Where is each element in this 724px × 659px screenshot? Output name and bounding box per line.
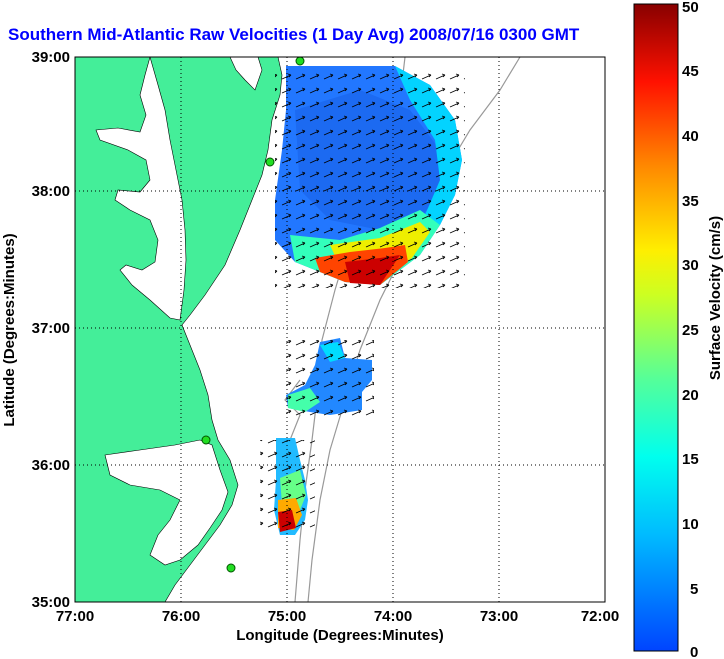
x-tick-label: 72:00 xyxy=(581,608,619,625)
colorbar xyxy=(633,3,679,652)
colorbar-tick-label: 25 xyxy=(682,322,699,339)
colorbar-tick-label: 40 xyxy=(682,128,699,145)
colorbar-tick-labels: 50 45 40 35 30 25 20 15 10 5 0 xyxy=(682,0,699,659)
y-tick-labels: 39:00 38:00 37:00 36:00 35:00 xyxy=(32,49,70,611)
colorbar-tick-label: 45 xyxy=(682,63,699,80)
colorbar-label: Surface Velocity (cm/s) xyxy=(707,216,724,380)
grid-lines xyxy=(75,57,605,602)
colorbar-tick-label: 15 xyxy=(682,451,699,468)
y-tick-label: 38:00 xyxy=(32,183,70,200)
x-axis-label: Longitude (Degrees:Minutes) xyxy=(236,627,444,644)
y-tick-label: 36:00 xyxy=(32,457,70,474)
x-tick-label: 76:00 xyxy=(162,608,200,625)
x-tick-label: 74:00 xyxy=(374,608,412,625)
x-tick-label: 73:00 xyxy=(480,608,518,625)
chart-title: Southern Mid-Atlantic Raw Velocities (1 … xyxy=(8,25,580,44)
y-tick-label: 37:00 xyxy=(32,320,70,337)
colorbar-tick-label: 30 xyxy=(682,257,699,274)
y-axis-label: Latitude (Degrees:Minutes) xyxy=(1,233,18,426)
velocity-field-middle xyxy=(286,338,374,416)
x-tick-labels: 77:00 76:00 75:00 74:00 73:00 72:00 xyxy=(56,608,619,625)
colorbar-tick-label: 35 xyxy=(682,193,699,210)
radar-stations xyxy=(201,57,305,573)
plot-frame xyxy=(74,56,606,603)
velocity-field-south xyxy=(260,438,315,535)
y-tick-label: 39:00 xyxy=(32,49,70,66)
x-tick-label: 75:00 xyxy=(268,608,306,625)
y-tick-label: 35:00 xyxy=(32,594,70,611)
chesapeake-bay xyxy=(95,57,187,321)
colorbar-tick-label: 0 xyxy=(690,644,698,659)
colorbar-tick-label: 5 xyxy=(690,581,698,598)
colorbar-tick-label: 10 xyxy=(682,516,699,533)
x-tick-label: 77:00 xyxy=(56,608,94,625)
colorbar-tick-label: 20 xyxy=(682,387,699,404)
map-area xyxy=(75,57,605,602)
delaware-bay xyxy=(229,57,263,91)
colorbar-tick-label: 50 xyxy=(682,0,699,16)
velocity-field-north xyxy=(275,66,465,288)
